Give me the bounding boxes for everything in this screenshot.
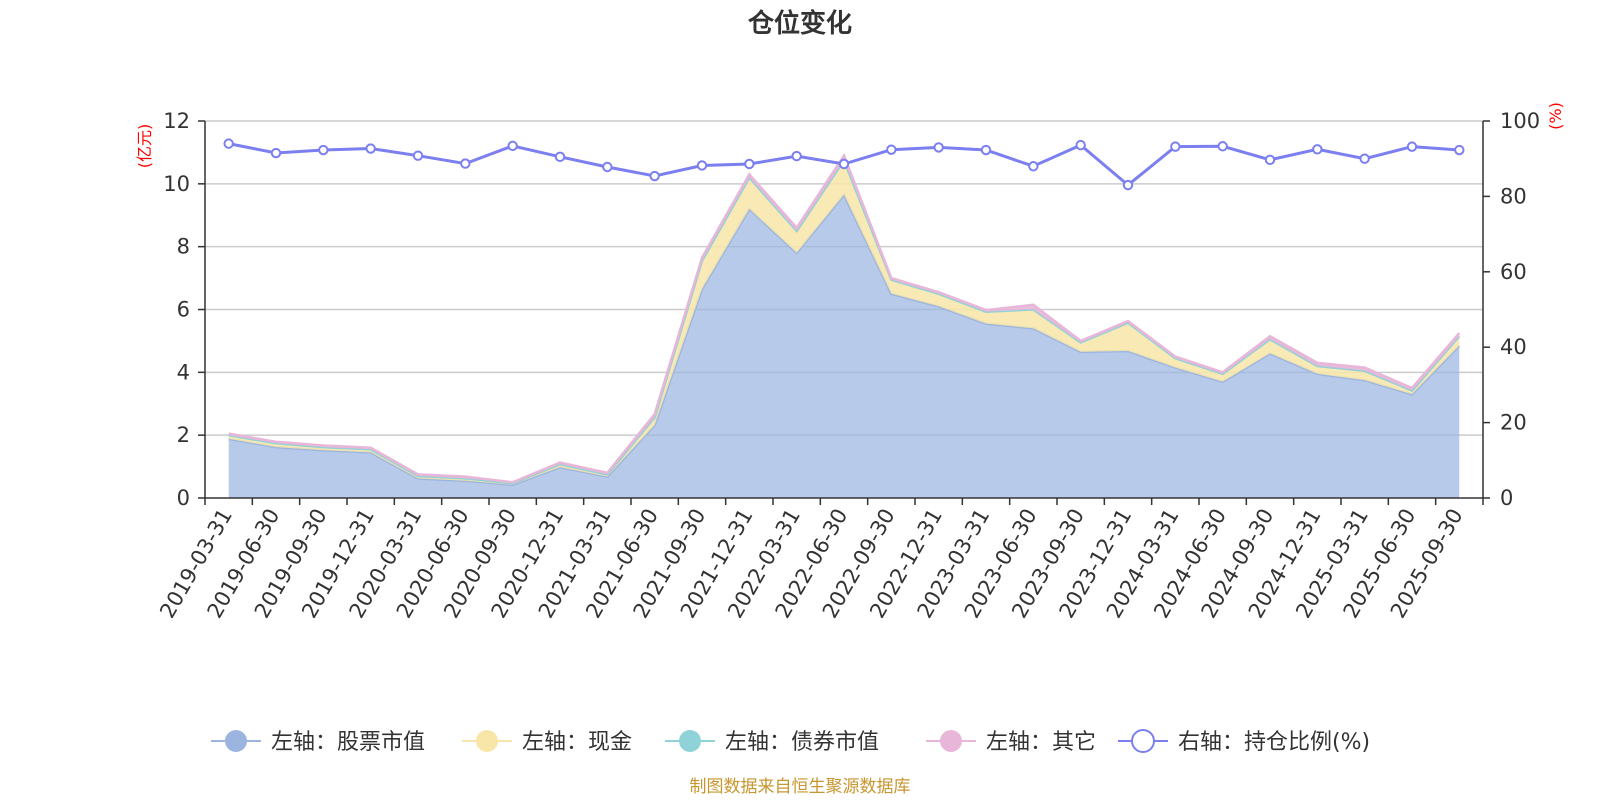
ratio-point <box>554 151 566 163</box>
holding-ratio-series <box>223 138 1465 191</box>
ratio-point <box>1028 161 1039 172</box>
right-tick-label: 0 <box>1500 486 1513 510</box>
left-axis-unit: (亿元) <box>135 124 154 169</box>
legend-label: 左轴：债券市值 <box>725 730 879 755</box>
chart-title: 仓位变化 <box>747 8 852 39</box>
ratio-point <box>602 161 613 173</box>
ratio-point <box>460 158 471 169</box>
legend-label: 左轴：其它 <box>986 730 1096 755</box>
ratio-point <box>933 142 944 153</box>
ratio-point <box>412 150 424 161</box>
ratio-point <box>649 170 660 182</box>
right-tick-label: 80 <box>1500 184 1527 208</box>
ratio-point <box>838 158 850 170</box>
right-tick-label: 20 <box>1500 411 1527 435</box>
ratio-point <box>1312 144 1323 155</box>
legend-item[interactable]: 左轴：现金 <box>462 730 632 755</box>
left-tick-label: 6 <box>177 298 190 322</box>
legend-item[interactable]: 左轴：债券市值 <box>665 730 879 755</box>
ratio-point <box>1454 144 1465 156</box>
legend-marker <box>225 730 247 752</box>
right-tick-label: 40 <box>1500 335 1527 359</box>
legend-item[interactable]: 右轴：持仓比例(%) <box>1118 729 1370 755</box>
source-note: 制图数据来自恒生聚源数据库 <box>690 777 911 797</box>
legend-item[interactable]: 左轴：股票市值 <box>211 730 425 755</box>
legend-marker <box>1131 729 1155 753</box>
ratio-point <box>696 160 708 171</box>
left-tick-label: 4 <box>177 360 190 384</box>
ratio-point <box>365 143 376 154</box>
right-tick-label: 100 <box>1500 109 1540 133</box>
ratio-point <box>886 144 897 155</box>
legend: 左轴：股票市值 左轴：现金 左轴：债券市值 左轴：其它 右轴：持仓比例(%) <box>211 729 1370 755</box>
legend-label: 右轴：持仓比例(%) <box>1178 730 1370 755</box>
ratio-point <box>1170 141 1181 152</box>
right-axis-unit: (%) <box>1546 102 1565 130</box>
legend-marker <box>679 730 701 752</box>
legend-item[interactable]: 左轴：其它 <box>926 730 1096 755</box>
ratio-point <box>223 138 234 149</box>
ratio-point <box>318 144 329 156</box>
legend-label: 左轴：现金 <box>522 730 632 755</box>
ratio-point <box>791 150 802 162</box>
legend-marker <box>476 730 498 752</box>
ratio-point <box>1359 153 1370 164</box>
ratio-point <box>270 147 282 159</box>
legend-marker <box>940 730 962 752</box>
left-tick-label: 8 <box>177 235 190 259</box>
right-tick-label: 60 <box>1500 260 1527 284</box>
area-line-series-4 <box>228 152 1461 484</box>
ratio-point <box>1122 179 1134 191</box>
left-tick-label: 0 <box>177 486 190 510</box>
left-tick-label: 12 <box>163 109 190 133</box>
ratio-point <box>1217 141 1228 152</box>
stacked-areas <box>228 152 1461 499</box>
ratio-point <box>1264 154 1276 166</box>
ratio-point <box>744 158 755 170</box>
area-series-1 <box>228 194 1460 499</box>
ratio-point <box>507 140 518 152</box>
left-tick-label: 2 <box>177 423 190 447</box>
left-tick-label: 10 <box>163 172 190 196</box>
ratio-point <box>980 144 992 156</box>
legend-label: 左轴：股票市值 <box>271 730 425 755</box>
ratio-point <box>1406 141 1418 152</box>
ratio-point <box>1075 139 1086 151</box>
